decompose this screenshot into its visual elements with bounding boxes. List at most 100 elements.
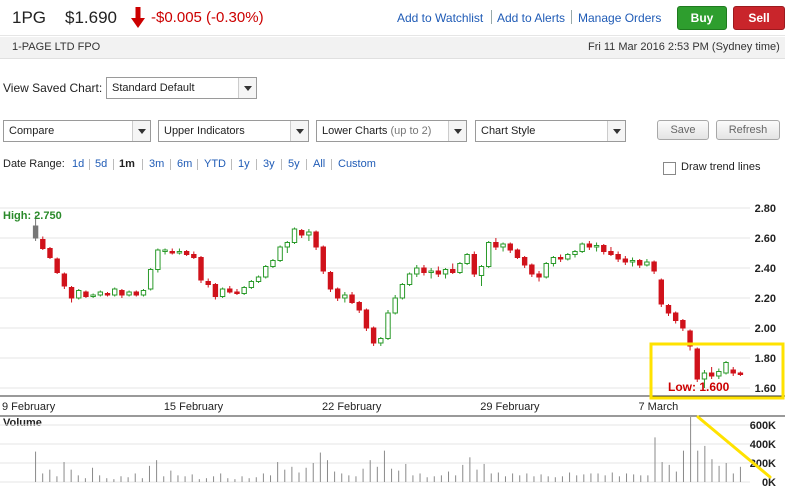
range-separator [170,159,171,170]
candle-up [579,243,585,252]
candle-up [219,288,226,297]
quote-datetime: Fri 11 Mar 2016 2:53 PM (Sydney time) [588,41,780,53]
draw-trend-lines-checkbox[interactable] [663,162,676,175]
range-separator [113,159,114,170]
range-5d[interactable]: 5d [95,158,108,170]
high-label: High: 2.750 [3,210,62,222]
candle-up [442,269,449,275]
volume-tick-label: 400K [750,439,776,451]
buy-button[interactable]: Buy [677,6,727,30]
range-custom[interactable]: Custom [338,158,376,170]
upper-indicators-label: Upper Indicators [164,125,245,137]
add-to-alerts-link[interactable]: Add to Alerts [497,11,566,25]
price-tick-label: 1.60 [755,383,776,395]
price-gridlines [0,207,750,389]
price-tick-label: 2.20 [755,293,776,305]
candle-down [557,257,564,260]
candle-down [356,302,362,311]
candle-down [687,330,693,347]
price-volume-chart[interactable]: 1.60 1.80 2.00 2.20 2.40 2.60 2.80 High: 2.750… [0,195,785,495]
date-tick-label: 29 February [480,401,540,413]
draw-trend-lines-label: Draw trend lines [681,161,761,173]
candle-up [126,291,132,296]
range-6m[interactable]: 6m [177,158,193,170]
compare-select[interactable]: Compare [3,120,151,142]
range-ytd[interactable]: YTD [204,158,226,170]
candle-up [97,291,104,296]
volume-bars [35,417,741,482]
range-3y[interactable]: 3y [263,158,275,170]
candle-up [277,246,283,261]
refresh-button[interactable]: Refresh [716,120,780,140]
candle-up [457,263,463,273]
link-separator [571,10,572,24]
range-1m[interactable]: 1m [119,158,135,170]
candle-down [47,248,53,258]
volume-gridlines [0,415,785,483]
ticker-symbol: 1PG [12,8,47,27]
candle-up [629,260,636,263]
candle-up [428,270,434,273]
candle-down [183,251,190,255]
candle-down [672,312,679,321]
candle-down [363,309,370,329]
candle-down [227,288,233,293]
candle-down [435,270,442,275]
candle-down [608,251,614,255]
candle-up [140,290,147,296]
candle-down [205,281,211,285]
manage-orders-link[interactable]: Manage Orders [578,11,662,25]
candle-up [565,254,571,260]
price-tick-label: 2.00 [755,323,776,335]
candle-down [450,269,456,273]
candle-up [176,251,183,254]
lower-charts-hint: (up to 2) [390,125,432,137]
candle-up [342,294,348,299]
candle-down [730,369,736,374]
chevron-down-icon [238,78,256,98]
candle-down [586,243,593,248]
candle-down [169,251,175,254]
candle-up [263,266,269,278]
view-saved-chart-label: View Saved Chart: [3,81,103,95]
candle-up [162,249,168,252]
candle-up [406,273,413,285]
date-tick-label: 7 March [638,401,678,413]
chart-style-select[interactable]: Chart Style [475,120,626,142]
saved-chart-select[interactable]: Standard Default [106,77,257,99]
lower-charts-select[interactable]: Lower Charts (up to 2) [316,120,467,142]
quote-header [0,0,785,36]
candle-up [701,372,708,380]
candle-down [708,372,715,377]
candle-down [119,290,125,296]
candle-down [658,279,664,305]
candle-down [737,372,744,375]
date-axis: 9 February 15 February 22 February 29 Febru… [2,401,678,413]
range-1d[interactable]: 1d [72,158,85,170]
candle-down [313,231,319,248]
annotation-pointer-line [696,415,772,479]
candle-down [507,243,513,251]
range-3m[interactable]: 3m [149,158,165,170]
save-button[interactable]: Save [657,120,709,140]
low-highlight-box [649,342,785,400]
range-5y[interactable]: 5y [288,158,300,170]
date-tick-label: 15 February [164,401,224,413]
range-all[interactable]: All [313,158,326,170]
price-tick-label: 2.60 [755,233,776,245]
company-name: 1-PAGE LTD FPO [12,41,101,53]
price-axis: 1.60 1.80 2.00 2.20 2.40 2.60 2.80 [0,203,785,397]
candle-down [40,239,46,249]
add-to-watchlist-link[interactable]: Add to Watchlist [397,11,484,25]
candle-down [320,246,326,272]
low-label: Low: 1.600 [668,380,730,394]
range-1y[interactable]: 1y [238,158,250,170]
candle-down [680,320,686,329]
sell-button[interactable]: Sell [733,6,785,30]
candle-up [500,243,506,248]
candle-up [155,249,161,270]
chevron-down-icon [290,121,308,141]
upper-indicators-select[interactable]: Upper Indicators [158,120,309,142]
candle-up [399,284,406,299]
date-range-label: Date Range: [3,158,65,170]
